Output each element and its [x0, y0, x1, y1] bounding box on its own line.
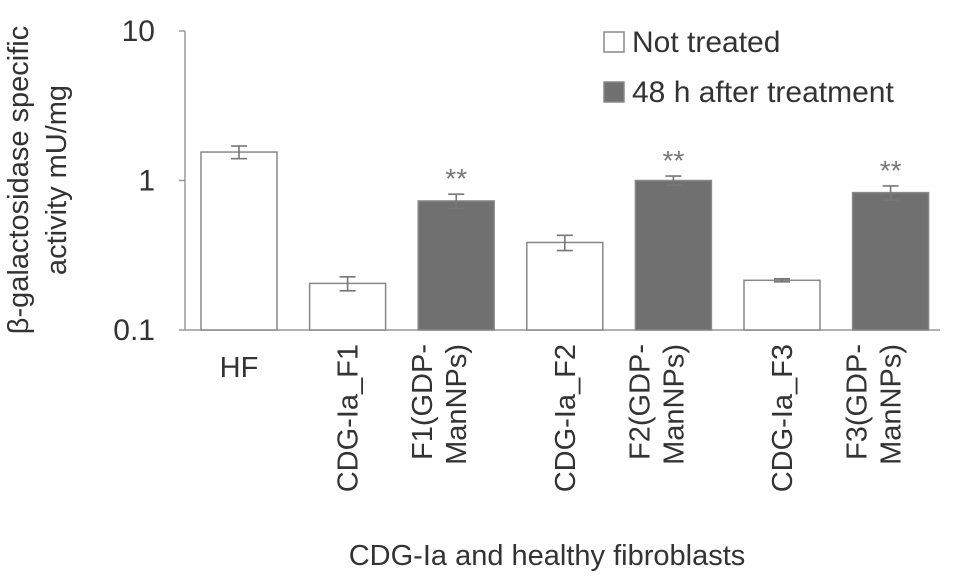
- bars: ** ** **: [200, 145, 930, 331]
- legend-label: Not treated: [632, 26, 780, 59]
- category-label: CDG-Ia_F3: [767, 344, 799, 492]
- y-axis-title: β-galactosidase specific activity mU/mg: [3, 26, 73, 334]
- legend: Not treated 48 h after treatment: [603, 26, 894, 109]
- error-bar: [665, 175, 682, 187]
- y-axis-title-line: β-galactosidase specific: [3, 26, 35, 334]
- legend-swatch: [603, 81, 625, 103]
- legend-swatch: [603, 31, 625, 53]
- category-label: CDG-Ia_F1: [333, 344, 365, 492]
- category-labels: HF CDG-Ia_F1 F1(GDP- ManNPs) CDG-Ia_F2 F2(GDP…: [220, 344, 908, 492]
- category-label: ManNPs): [658, 344, 690, 465]
- bar: [851, 191, 930, 331]
- legend-label: 48 h after treatment: [632, 76, 894, 109]
- error-bar: [882, 185, 899, 201]
- category-label: F3(GDP-: [842, 344, 874, 460]
- y-axis-ticks: 0.1 1 10: [113, 15, 185, 347]
- bar: [743, 279, 821, 331]
- y-axis-title-line: activity mU/mg: [41, 85, 73, 275]
- significance-label: **: [880, 155, 902, 186]
- category-label: F2(GDP-: [624, 344, 656, 460]
- x-axis-title: CDG-Ia and healthy fibroblasts: [349, 540, 746, 572]
- y-tick-label: 10: [122, 15, 155, 48]
- category-label: HF: [220, 352, 259, 384]
- significance-label: **: [663, 145, 685, 176]
- bar: [634, 179, 713, 331]
- error-bar: [339, 275, 356, 292]
- y-tick-label: 1: [138, 165, 155, 198]
- y-tick-label: 0.1: [113, 314, 155, 347]
- bar: [417, 200, 495, 331]
- bar: [526, 241, 604, 331]
- category-label: ManNPs): [876, 344, 908, 465]
- error-bar: [448, 193, 465, 210]
- bar: [200, 151, 278, 331]
- category-label: CDG-Ia_F2: [550, 344, 582, 492]
- error-bar: [774, 278, 790, 283]
- error-bar: [231, 145, 247, 160]
- error-bar: [556, 234, 573, 252]
- category-label: F1(GDP-: [407, 344, 439, 460]
- significance-label: **: [445, 163, 467, 194]
- category-label: ManNPs): [441, 344, 473, 465]
